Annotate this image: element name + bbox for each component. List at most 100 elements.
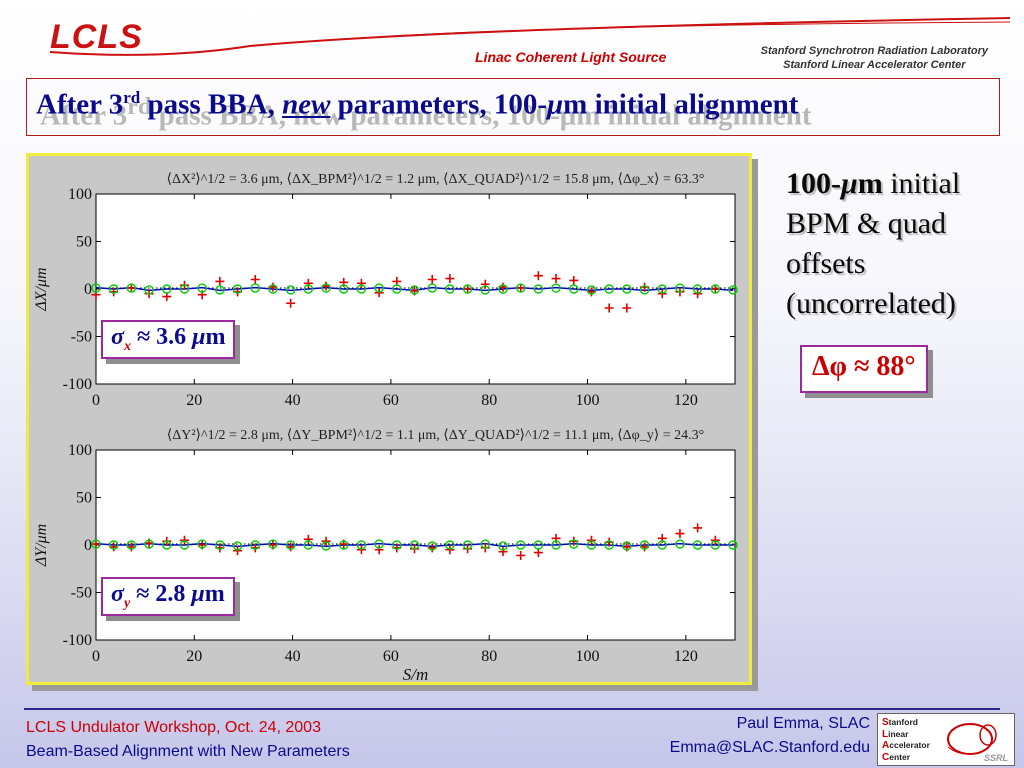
circle-point-1-7 [215,540,225,550]
x-tick-label-1-4: 80 [481,648,497,665]
title-sup: rd [123,88,141,107]
institution: Stanford Synchrotron Radiation Laborator… [761,44,988,72]
circle-point-1-31 [639,540,650,550]
footer-email[interactable]: Emma@SLAC.Stanford.edu [669,739,870,756]
plus-point-0-32 [657,289,667,299]
circle-point-1-23 [498,541,508,551]
circle-point-1-1 [108,540,119,550]
plus-point-0-22 [480,279,490,289]
circle-point-0-31 [639,285,650,295]
x-tick-label-0-0: 0 [92,392,100,409]
circle-point-0-23 [498,284,508,294]
circle-point-1-36 [728,540,738,550]
ssrl-ring-icon: SSRL [947,723,1008,763]
org-name: Linac Coherent Light Source [475,49,667,65]
y-tick-label-1-1: 50 [76,490,92,507]
plus-point-0-20 [445,274,455,284]
x-tick-label-0-1: 20 [186,392,202,409]
circle-point-0-16 [374,283,384,293]
y-tick-label-0-3: -50 [71,329,92,346]
sigma-y-unit: m [204,581,225,607]
plus-point-0-27 [569,275,579,285]
circle-point-0-9 [250,283,260,293]
circle-point-0-20 [445,284,455,294]
circle-point-1-29 [604,540,614,550]
circle-point-1-2 [126,540,137,550]
circle-point-0-3 [144,285,154,295]
sigma-y-box: σy ≈ 2.8 μm [101,577,235,616]
plus-point-1-34 [693,523,703,533]
circle-point-1-20 [445,540,455,550]
plus-point-1-33 [675,529,685,539]
circle-point-0-0 [91,283,101,293]
plus-point-0-16 [374,288,384,298]
circle-point-1-30 [622,541,632,551]
circle-point-0-17 [392,284,402,294]
circle-point-0-2 [126,283,137,293]
title-shadow: After 3rd pass BBA, new parameters, 100-… [40,93,812,132]
x-tick-label-0-6: 120 [674,392,698,409]
side-line2: BPM & quad [786,207,947,240]
plus-point-0-25 [533,271,543,281]
circle-point-0-13 [321,283,331,293]
circle-point-1-4 [162,540,172,550]
circle-point-1-27 [569,539,579,549]
y-tick-label-1-0: 100 [68,442,92,459]
plus-point-0-19 [427,275,437,284]
title-mu: μ [547,88,564,121]
circle-point-1-33 [675,539,685,549]
plus-point-1-15 [356,545,366,555]
plus-point-1-23 [498,547,508,557]
title-part4: m initial alignment [563,88,799,121]
circle-point-1-10 [268,539,278,549]
plus-point-0-21 [463,284,473,294]
circle-point-0-33 [675,283,685,293]
circle-point-0-26 [551,283,561,293]
y-axis-label-1: ΔY/μm [33,524,50,567]
plus-point-1-0 [91,539,101,549]
circle-point-0-36 [728,285,738,295]
institution-line1: Stanford Synchrotron Radiation Laborator… [760,45,988,57]
circle-point-1-22 [480,539,490,549]
ssrl-tag: SSRL [984,753,1008,763]
plus-point-0-34 [693,289,703,299]
y-tick-label-0-0: 100 [68,186,92,203]
circle-point-1-34 [692,540,703,550]
circle-point-1-21 [462,540,473,550]
circle-point-0-19 [427,283,437,293]
side-notes: 100-μm initial BPM & quad offsets (uncor… [786,164,996,324]
plot-frame: 0 20 40 60 80 100 120 100 50 0 -50 -100 ⟨ΔX²⟩^1/2 = … [26,153,752,685]
footer-workshop: LCLS Undulator Workshop, Oct. 24, 2003 [26,719,321,736]
x-tick-label-1-1: 20 [186,648,202,665]
circle-point-1-0 [91,539,101,549]
plus-point-1-12 [303,534,313,544]
x-tick-label-1-2: 40 [285,648,301,665]
footer-divider [24,708,1000,710]
circle-point-0-32 [657,284,667,294]
y-axis-label-0: ΔX/μm [33,267,50,311]
circle-point-0-35 [710,284,721,294]
circle-point-0-29 [604,284,614,294]
plus-point-1-8 [233,546,243,556]
plus-point-1-28 [586,535,596,545]
circle-point-0-1 [108,284,119,294]
plus-point-0-30 [622,303,632,313]
slac-logo-text: Stanford Linear Accelerator Center [882,717,930,763]
circle-point-0-28 [586,285,597,295]
title-box [26,78,1000,136]
circle-point-1-26 [551,540,561,550]
circle-point-0-4 [162,284,172,294]
footer-left: LCLS Undulator Workshop, Oct. 24, 2003 B… [26,716,350,764]
circle-point-1-13 [321,541,331,551]
circle-point-1-16 [374,539,384,549]
title-part2: pass BBA, [140,88,283,121]
plus-point-1-13 [321,536,331,546]
phase-advance-box: Δφ ≈ 88° [800,345,928,393]
x-tick-label-1-0: 0 [92,648,100,665]
y-tick-label-1-2: 0 [84,537,92,554]
circle-point-1-17 [392,540,402,550]
stats-text-0: ⟨ΔX²⟩^1/2 = 3.6 μm, ⟨ΔX_BPM²⟩^1/2 = 1.2 … [167,172,705,187]
side-line1: 100-μm initial [786,167,961,200]
title-new: new [282,88,331,121]
institution-line2: Stanford Linear Accelerator Center [783,59,966,71]
